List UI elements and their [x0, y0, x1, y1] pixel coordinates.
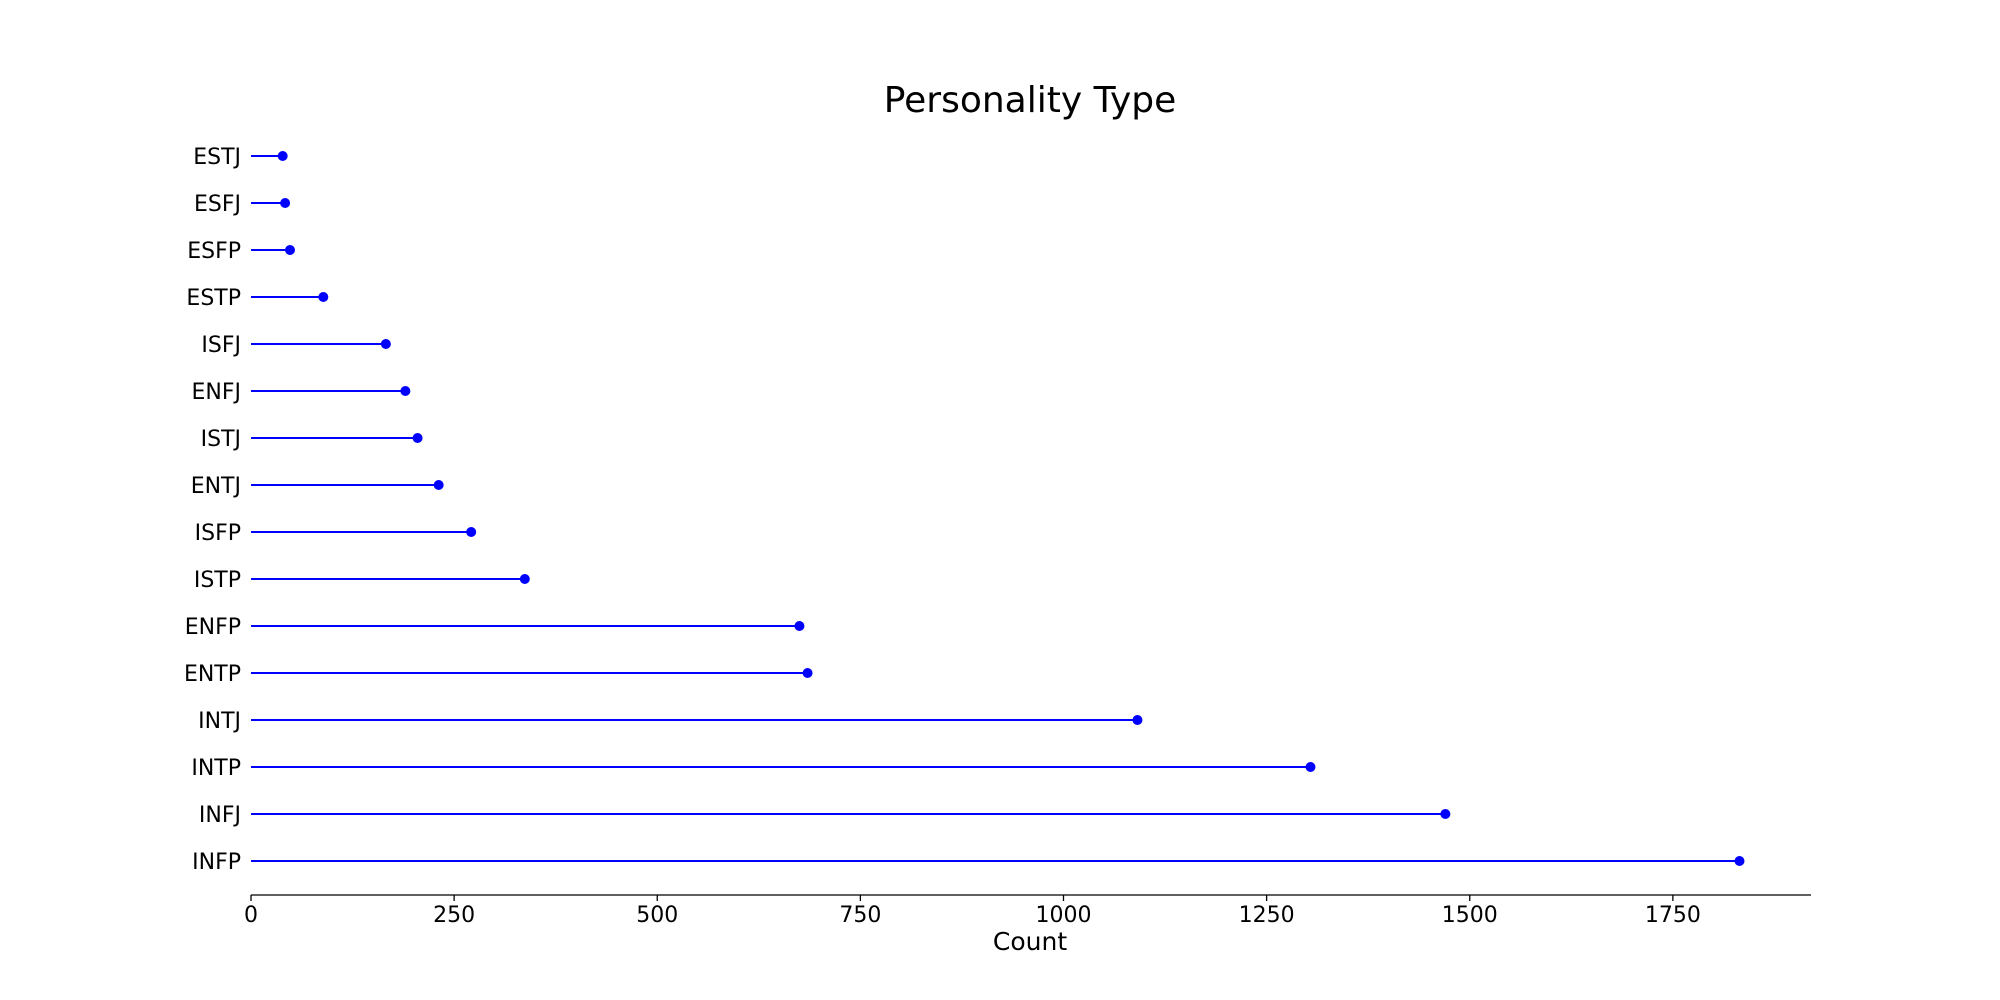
point-estp: [318, 292, 329, 302]
x-axis-ticks: 0 250 500 750 1000 1250 1500 1750: [244, 895, 1701, 928]
point-entj: [433, 480, 444, 490]
y-tick-label-estp: ESTP: [186, 286, 241, 311]
y-tick-label-estj: ESTJ: [193, 145, 241, 170]
plot-area: ESTJ ESFJ ESFP ESTP ISFJ ENFJ ISTJ ENTJ ISFP ISTP…: [184, 145, 1745, 875]
y-tick-label-intp: INTP: [191, 756, 241, 781]
chart-title: Personality Type: [884, 80, 1177, 121]
point-intp: [1305, 762, 1316, 772]
y-tick-label-intj: INTJ: [198, 709, 241, 734]
point-entp: [802, 668, 813, 678]
point-istp: [519, 574, 530, 584]
point-enfj: [400, 386, 411, 396]
point-isfp: [466, 527, 477, 537]
x-tick-label-250: 250: [433, 903, 475, 928]
y-tick-label-esfj: ESFJ: [194, 192, 241, 217]
y-tick-label-infp: INFP: [192, 850, 241, 875]
x-tick-label-1000: 1000: [1036, 903, 1092, 928]
point-enfp: [794, 621, 805, 631]
x-tick-label-1250: 1250: [1239, 903, 1295, 928]
y-tick-label-enfp: ENFP: [185, 615, 241, 640]
point-infj: [1440, 809, 1451, 819]
x-tick-label-1500: 1500: [1442, 903, 1498, 928]
x-tick-label-0: 0: [244, 903, 258, 928]
point-esfp: [285, 245, 295, 255]
point-isfj: [380, 339, 391, 349]
x-tick-label-1750: 1750: [1645, 903, 1701, 928]
y-tick-label-istj: ISTJ: [201, 427, 241, 452]
x-axis-label: Count: [993, 927, 1067, 956]
y-tick-label-entp: ENTP: [184, 662, 241, 687]
point-esfj: [280, 198, 291, 208]
y-tick-label-infj: INFJ: [199, 803, 241, 828]
point-istj: [412, 433, 423, 443]
y-tick-label-istp: ISTP: [194, 568, 241, 593]
point-infp: [1734, 856, 1745, 866]
y-tick-label-enfj: ENFJ: [192, 380, 242, 405]
y-tick-label-esfp: ESFP: [187, 239, 241, 264]
point-estj: [277, 151, 288, 161]
y-tick-label-isfp: ISFP: [195, 521, 241, 546]
x-tick-label-500: 500: [636, 903, 678, 928]
x-tick-label-750: 750: [839, 903, 881, 928]
y-tick-label-isfj: ISFJ: [201, 333, 241, 358]
y-tick-label-entj: ENTJ: [191, 474, 241, 499]
point-intj: [1132, 715, 1143, 725]
